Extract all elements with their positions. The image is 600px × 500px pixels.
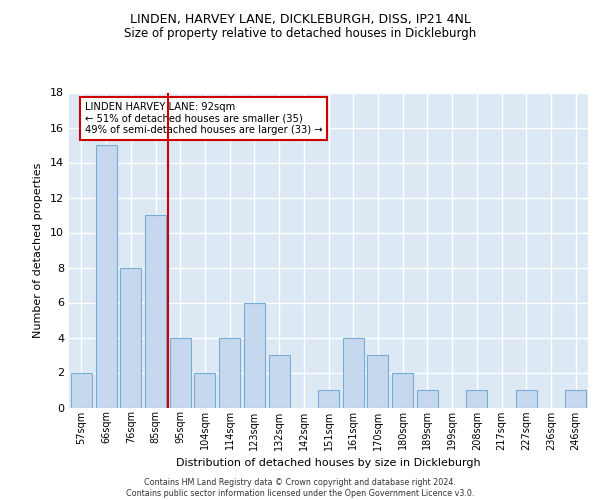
Bar: [145, 215, 166, 408]
Bar: [417, 390, 438, 407]
Bar: [120, 268, 141, 408]
Bar: [367, 355, 388, 408]
Bar: [219, 338, 240, 407]
Bar: [71, 372, 92, 408]
Bar: [269, 355, 290, 408]
Bar: [343, 338, 364, 407]
Bar: [194, 372, 215, 408]
Bar: [516, 390, 537, 407]
Text: Size of property relative to detached houses in Dickleburgh: Size of property relative to detached ho…: [124, 28, 476, 40]
Y-axis label: Number of detached properties: Number of detached properties: [33, 162, 43, 338]
Bar: [95, 145, 116, 407]
Text: Contains HM Land Registry data © Crown copyright and database right 2024.
Contai: Contains HM Land Registry data © Crown c…: [126, 478, 474, 498]
Bar: [170, 338, 191, 407]
Bar: [392, 372, 413, 408]
Text: LINDEN, HARVEY LANE, DICKLEBURGH, DISS, IP21 4NL: LINDEN, HARVEY LANE, DICKLEBURGH, DISS, …: [130, 12, 470, 26]
Text: LINDEN HARVEY LANE: 92sqm
← 51% of detached houses are smaller (35)
49% of semi-: LINDEN HARVEY LANE: 92sqm ← 51% of detac…: [85, 102, 322, 135]
Bar: [565, 390, 586, 407]
X-axis label: Distribution of detached houses by size in Dickleburgh: Distribution of detached houses by size …: [176, 458, 481, 468]
Bar: [466, 390, 487, 407]
Bar: [318, 390, 339, 407]
Bar: [244, 302, 265, 408]
